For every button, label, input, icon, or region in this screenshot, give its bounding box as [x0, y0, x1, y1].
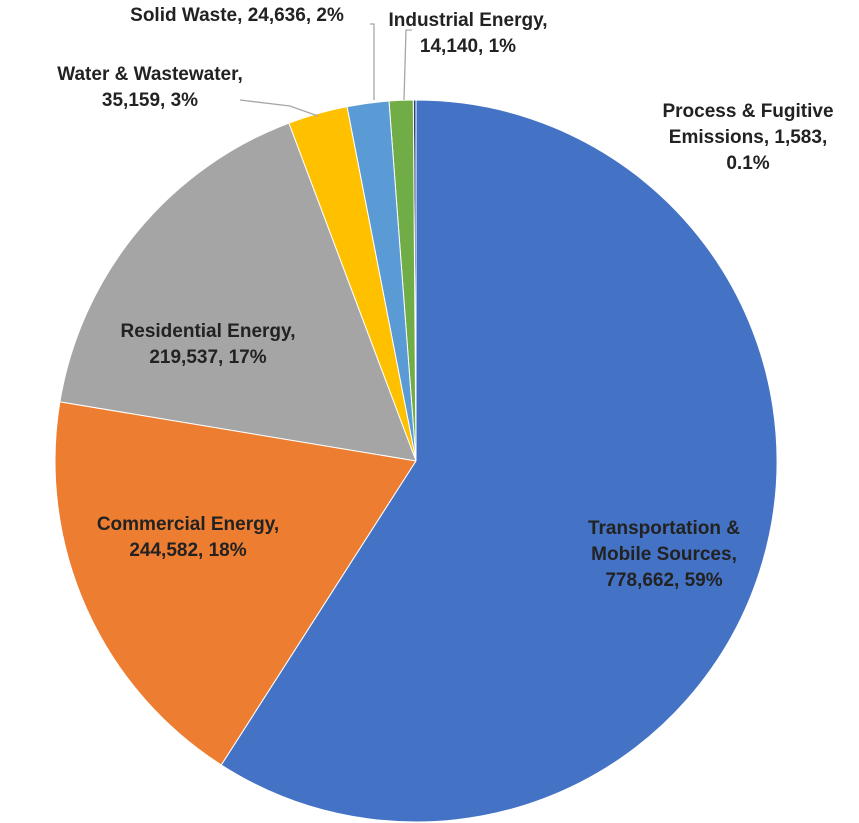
label-percent: 0.1%: [726, 153, 770, 174]
label-category: Process & Fugitive Emissions: [662, 101, 834, 148]
leader-line: [403, 29, 412, 101]
leader-line: [239, 99, 319, 117]
label-value: 778,662: [605, 570, 675, 591]
label-value: 219,537: [149, 347, 219, 368]
label-value: 14,140: [419, 36, 479, 57]
data-label: Industrial Energy, 14,140, 1%: [388, 10, 548, 57]
label-percent: 17%: [228, 347, 267, 368]
label-category: Industrial Energy: [388, 10, 543, 31]
data-label: Process & Fugitive Emissions, 1,583, 0.1…: [662, 101, 834, 174]
label-category: Water & Wastewater: [57, 64, 238, 85]
data-label: Commercial Energy, 244,582, 18%: [96, 514, 280, 561]
label-percent: 3%: [170, 90, 199, 111]
label-percent: 2%: [316, 5, 344, 26]
leader-line: [370, 23, 375, 100]
pie-slice: [59, 122, 417, 462]
label-value: 244,582: [129, 540, 199, 561]
label-percent: 18%: [208, 540, 247, 561]
label-percent: 59%: [684, 570, 723, 591]
pie-slice: [220, 99, 778, 823]
data-label: Transportation & Mobile Sources, 778,662…: [587, 518, 740, 591]
label-value: 35,159: [101, 90, 161, 111]
data-label: Water & Wastewater, 35,159, 3%: [57, 64, 243, 111]
data-label: Residential Energy, 219,537, 17%: [120, 321, 296, 368]
label-category: Residential Energy: [120, 321, 291, 342]
data-label: Solid Waste, 24,636, 2%: [130, 5, 344, 26]
pie-slice: [54, 401, 417, 766]
label-category: Transportation & Mobile Sources: [587, 518, 740, 565]
label-category: Solid Waste: [130, 5, 238, 26]
label-category: Commercial Energy: [96, 514, 274, 535]
label-percent: 1%: [488, 36, 517, 57]
label-value: 1,583: [774, 127, 822, 148]
label-value: 24,636: [247, 5, 306, 26]
